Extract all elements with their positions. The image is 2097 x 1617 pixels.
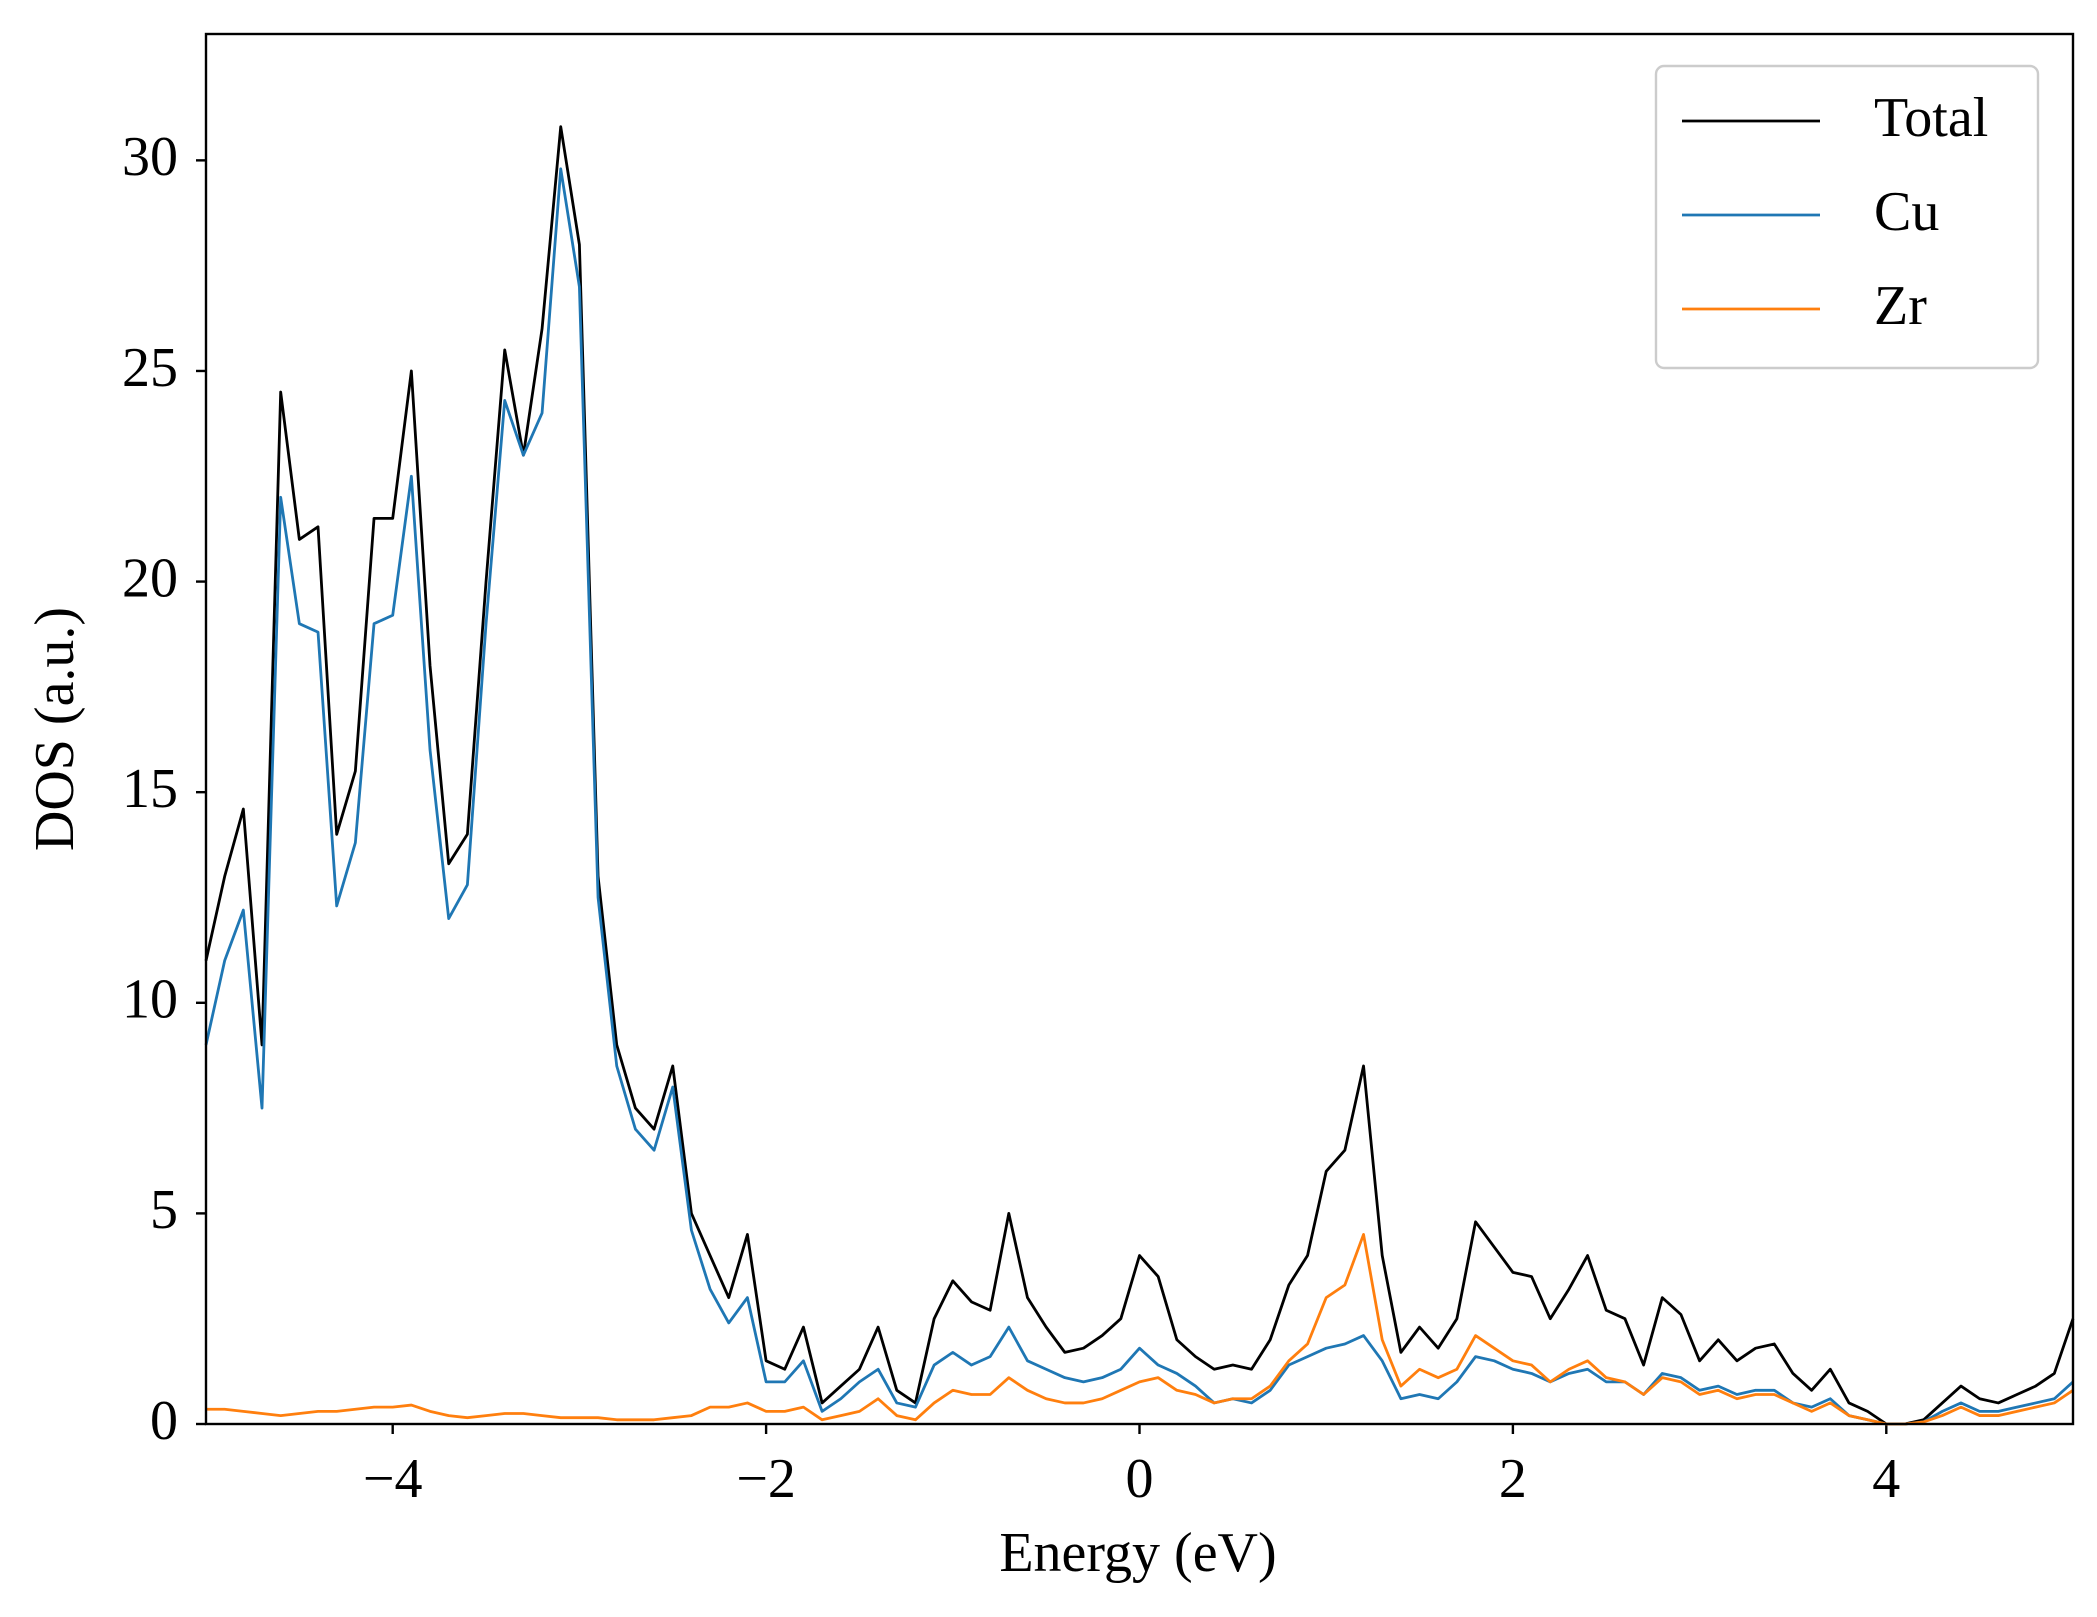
series-line	[204, 167, 2074, 1426]
y-tick-label: 10	[122, 969, 178, 1031]
legend-label: Total	[1874, 87, 1988, 149]
legend-label: Zr	[1874, 275, 1927, 337]
x-axis-label: Energy (eV)	[999, 1522, 1276, 1584]
y-axis-label: DOS (a.u.)	[24, 607, 86, 851]
y-tick-label: 20	[122, 547, 178, 609]
series-line	[204, 125, 2075, 1426]
y-tick-label: 15	[122, 758, 178, 820]
x-tick-label: 4	[1872, 1448, 1900, 1510]
y-tick-label: 25	[122, 337, 178, 399]
legend-box	[1654, 64, 2040, 370]
x-tick-label: 2	[1499, 1448, 1527, 1510]
y-tick-label: 0	[150, 1390, 178, 1452]
y-tick-label: 30	[122, 126, 178, 188]
series-line	[206, 1233, 2074, 1426]
x-tick-label: −2	[736, 1448, 796, 1510]
x-tick-label: −4	[363, 1448, 423, 1510]
legend-label: Cu	[1874, 181, 1939, 243]
y-tick-label: 5	[150, 1179, 178, 1241]
plot-frame	[204, 32, 2075, 1426]
x-tick-label: 0	[1126, 1448, 1154, 1510]
